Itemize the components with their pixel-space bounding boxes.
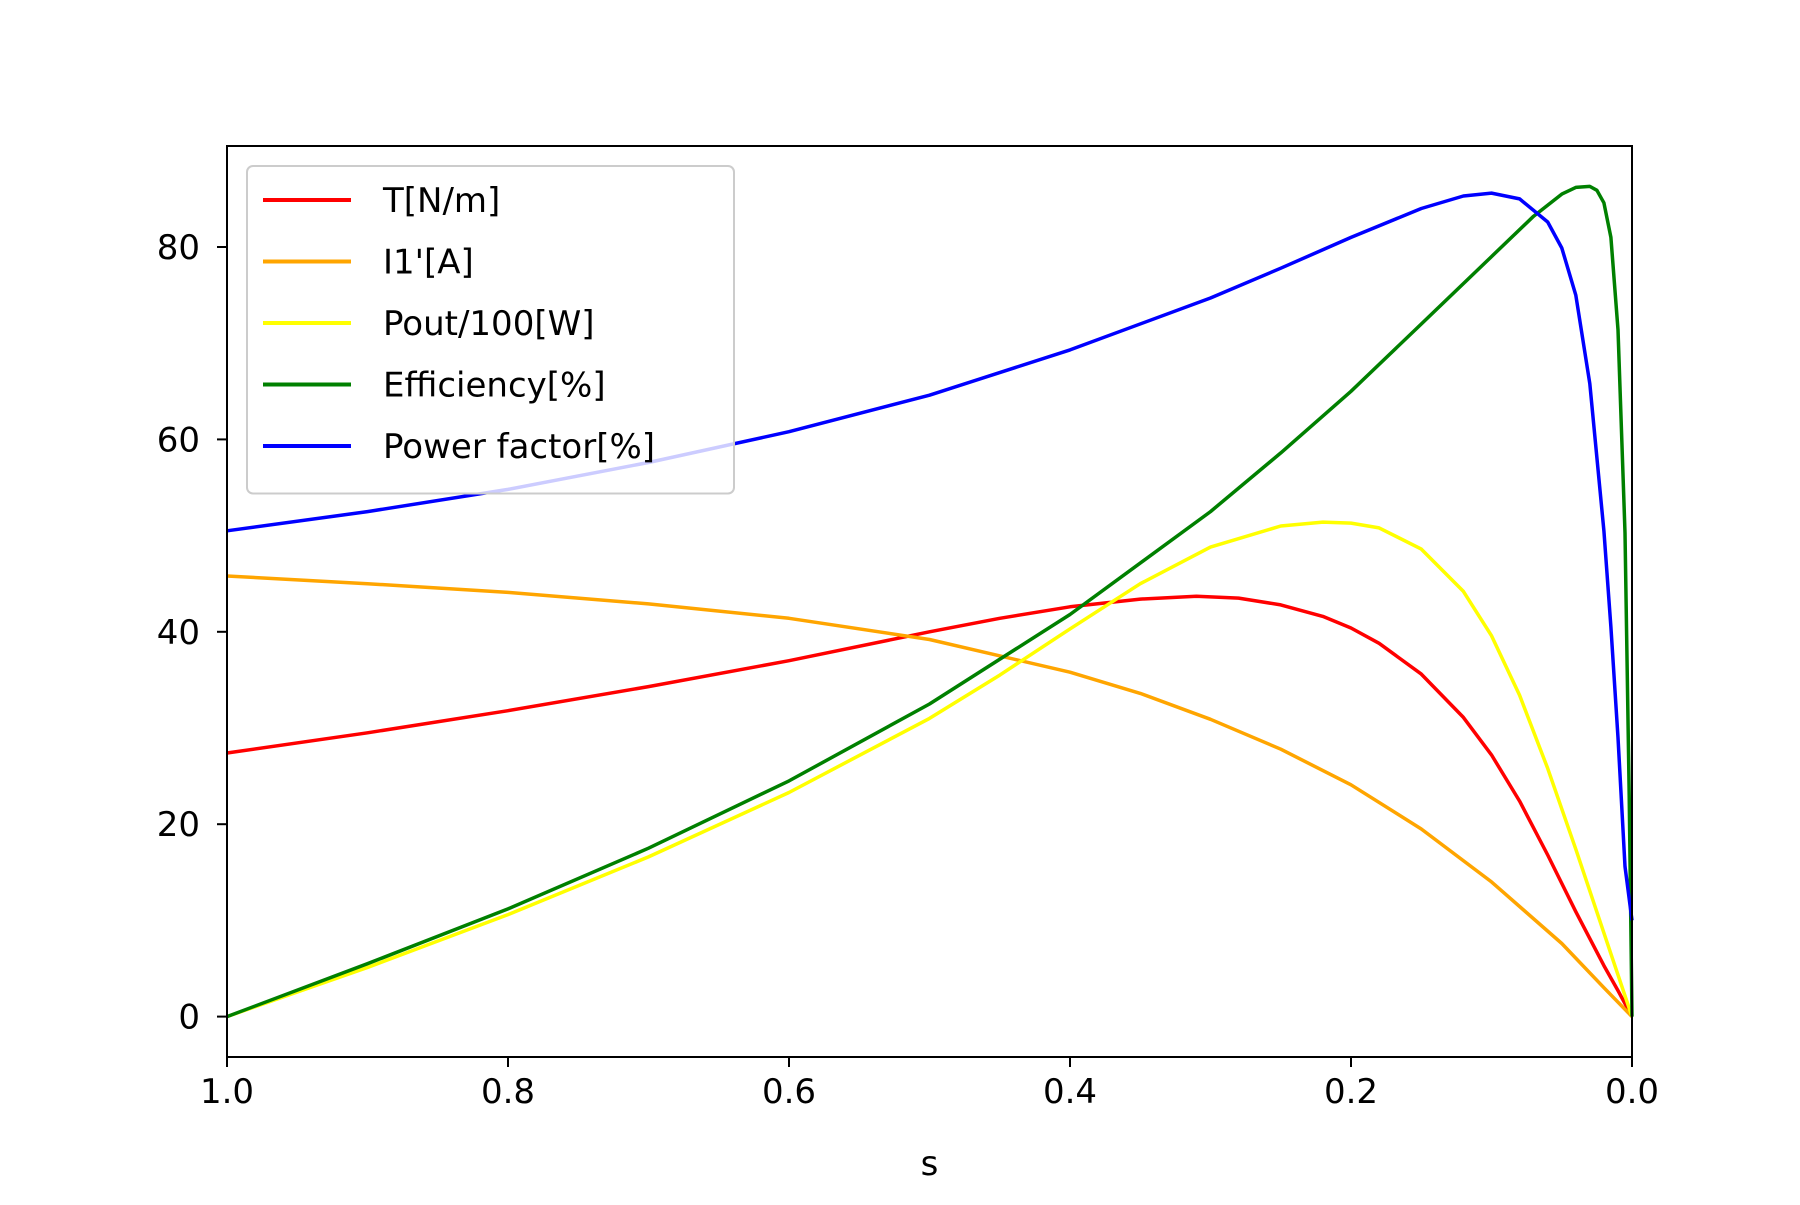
y-tick-label: 40: [157, 613, 200, 653]
legend-label-4: Power factor[%]: [383, 427, 655, 467]
series-layer: [226, 184, 1634, 1019]
legend-box: [246, 165, 735, 495]
legend: T[N/m] I1'[A] Pout/100[W] Efficiency[%] Powe…: [246, 165, 735, 495]
x-tick-label: 0.8: [481, 1072, 535, 1112]
series-line-3: [226, 184, 1634, 1019]
y-tick-label: 0: [178, 998, 200, 1038]
plot-area-frame: [226, 145, 1633, 1058]
legend-label-1: I1'[A]: [383, 243, 474, 283]
legend-label-0: T[N/m]: [382, 181, 500, 221]
x-tick-label: 0.0: [1605, 1072, 1659, 1112]
series-line-1: [226, 574, 1634, 1018]
series-line-4: [226, 191, 1634, 921]
x-tick-label: 0.4: [1043, 1072, 1097, 1112]
legend-label-3: Efficiency[%]: [383, 366, 606, 406]
axis-layer: 1.0 0.8 0.6 0.4 0.2 0.0 0 20 40 60 80: [157, 228, 1659, 1112]
y-tick-label: 20: [157, 805, 200, 845]
series-line-0: [226, 594, 1634, 1018]
x-axis-label: s: [921, 1144, 939, 1184]
x-tick-label: 0.6: [762, 1072, 816, 1112]
series-line-2: [226, 520, 1634, 1019]
y-tick-label: 80: [157, 228, 200, 268]
y-tick-label: 60: [157, 420, 200, 460]
x-tick-label: 0.2: [1324, 1072, 1378, 1112]
legend-label-2: Pout/100[W]: [383, 304, 594, 344]
x-tick-label: 1.0: [200, 1072, 254, 1112]
